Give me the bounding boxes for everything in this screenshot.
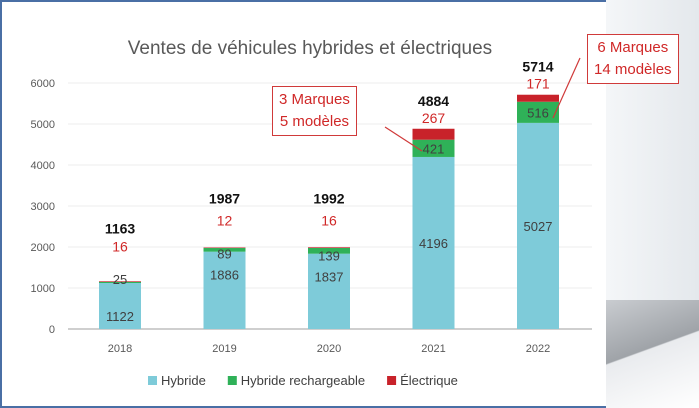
x-tick-label: 2020 bbox=[317, 343, 341, 355]
y-tick-label: 5000 bbox=[31, 119, 55, 131]
data-label-electrique: 12 bbox=[217, 213, 233, 229]
bar-segment-hybride-rechargeable bbox=[99, 281, 141, 283]
y-tick-label: 2000 bbox=[31, 242, 55, 254]
data-label-hybride-rechargeable: 25 bbox=[113, 272, 127, 287]
legend-swatch bbox=[227, 376, 237, 385]
annotation-leader bbox=[384, 126, 423, 152]
data-label-hybride-rechargeable: 516 bbox=[527, 105, 549, 120]
annotation-2021: 3 Marques 5 modèles bbox=[272, 86, 357, 136]
data-label-hybride: 1122 bbox=[106, 309, 134, 324]
x-tick-label: 2022 bbox=[526, 343, 550, 355]
y-tick-label: 6000 bbox=[31, 78, 55, 90]
data-label-hybride-rechargeable: 89 bbox=[217, 247, 231, 262]
annotation-line: 5 modèles bbox=[279, 113, 350, 130]
legend-label: Électrique bbox=[400, 373, 458, 388]
y-tick-label: 0 bbox=[49, 324, 55, 336]
data-label-hybride: 5027 bbox=[524, 219, 553, 234]
bar-segment-hybride-rechargeable bbox=[517, 101, 559, 123]
bar-segment--lectrique bbox=[99, 281, 141, 282]
data-label-total: 1163 bbox=[105, 220, 136, 236]
y-tick-label: 3000 bbox=[31, 201, 55, 213]
data-label-total: 5714 bbox=[522, 59, 553, 75]
bar-segment-hybride-rechargeable bbox=[203, 248, 246, 252]
bar-segment-hybride-rechargeable bbox=[412, 139, 455, 157]
data-label-electrique: 16 bbox=[321, 212, 337, 228]
data-label-hybride-rechargeable: 421 bbox=[423, 141, 445, 156]
data-label-hybride: 4196 bbox=[419, 236, 448, 251]
data-label-total: 1987 bbox=[209, 191, 240, 207]
annotation-leader bbox=[552, 57, 581, 119]
data-label-electrique: 267 bbox=[422, 110, 446, 126]
data-label-hybride: 1886 bbox=[210, 268, 239, 283]
y-tick-label: 4000 bbox=[31, 160, 55, 172]
bar-segment-hybride bbox=[412, 156, 455, 329]
legend-swatch bbox=[148, 376, 157, 385]
annotation-line: 14 modèles bbox=[594, 61, 672, 78]
legend-label: Hybride bbox=[161, 373, 206, 388]
bar-segment-hybride bbox=[203, 251, 246, 329]
legend-swatch bbox=[387, 376, 397, 385]
bar-segment--lectrique bbox=[308, 247, 350, 248]
data-label-hybride-rechargeable: 139 bbox=[318, 249, 340, 264]
data-label-hybride: 1837 bbox=[315, 270, 344, 285]
x-tick-label: 2021 bbox=[421, 343, 445, 355]
annotation-2022: 6 Marques 14 modèles bbox=[587, 34, 679, 84]
bar-segment--lectrique bbox=[412, 128, 455, 140]
data-label-electrique: 16 bbox=[112, 238, 128, 254]
bar-segment-hybride bbox=[517, 122, 559, 329]
chart-title: Ventes de véhicules hybrides et électriq… bbox=[128, 38, 492, 59]
bar-segment-hybride-rechargeable bbox=[308, 247, 350, 254]
data-label-total: 4884 bbox=[418, 93, 449, 109]
bar-segment--lectrique bbox=[517, 94, 559, 102]
x-tick-label: 2018 bbox=[108, 343, 132, 355]
data-label-electrique: 171 bbox=[526, 76, 550, 92]
bar-segment-hybride bbox=[308, 253, 350, 329]
y-tick-label: 1000 bbox=[31, 283, 55, 295]
data-label-total: 1992 bbox=[313, 190, 344, 206]
annotation-line: 3 Marques bbox=[279, 91, 350, 108]
annotation-line: 6 Marques bbox=[597, 39, 669, 56]
page-curl bbox=[606, 300, 699, 408]
legend-label: Hybride rechargeable bbox=[241, 373, 365, 388]
x-tick-label: 2019 bbox=[212, 343, 236, 355]
bar-segment-hybride bbox=[99, 282, 141, 329]
